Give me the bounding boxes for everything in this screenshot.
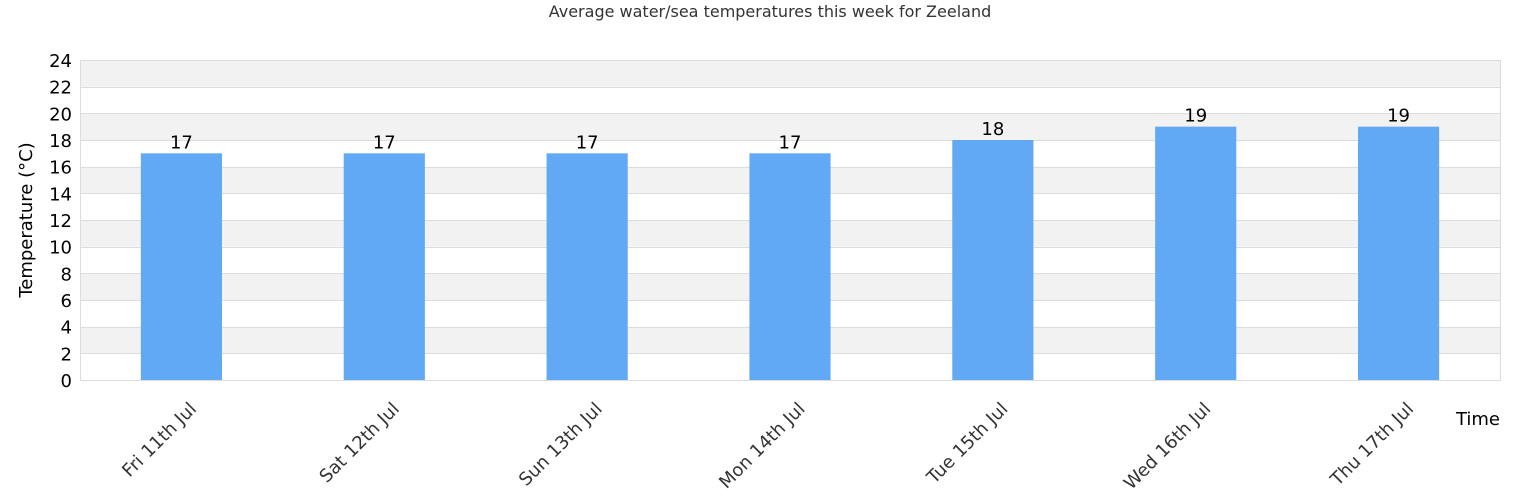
data-label: 19: [1387, 106, 1410, 127]
y-tick-label: 8: [61, 264, 72, 285]
bar: [140, 153, 222, 380]
y-tick-label: 14: [49, 184, 72, 205]
bar: [1155, 126, 1237, 381]
bar: [749, 153, 831, 380]
y-tick-label: 10: [49, 238, 72, 259]
bar: [546, 153, 628, 380]
x-axis-ticks: Fri 11th Jul Sat 12th Jul Sun 13th Jul Mon …: [118, 399, 1418, 494]
y-tick-label: 18: [49, 131, 72, 152]
x-tick-label: Sat 12th Jul: [315, 399, 403, 487]
x-tick-label: Fri 11th Jul: [118, 399, 201, 482]
y-tick-label: 2: [61, 344, 72, 365]
chart-title: Average water/sea temperatures this week…: [549, 2, 992, 21]
x-tick-label: Sun 13th Jul: [515, 399, 607, 491]
data-label: 19: [1184, 106, 1207, 127]
background-band: [80, 113, 1500, 140]
x-axis-label: Time: [1455, 409, 1500, 430]
x-tick-label: Thu 17th Jul: [1326, 399, 1418, 491]
y-tick-label: 20: [49, 104, 72, 125]
data-label: 17: [170, 132, 193, 153]
y-tick-label: 4: [61, 318, 72, 339]
data-labels: 17 17 17 17 18 19 19: [170, 106, 1410, 154]
background-band: [80, 86, 1500, 114]
y-tick-label: 0: [61, 371, 72, 392]
data-label: 17: [576, 132, 599, 153]
bars: [140, 126, 1440, 381]
y-tick-label: 6: [61, 291, 72, 312]
y-tick-label: 22: [49, 78, 72, 99]
data-label: 17: [779, 132, 802, 153]
plot-frame: [80, 60, 1501, 381]
bar: [343, 153, 425, 380]
x-tick-label: Mon 14th Jul: [715, 399, 809, 493]
x-tick-label: Tue 15th Jul: [922, 399, 1012, 489]
bar: [1358, 126, 1440, 381]
data-label: 17: [373, 132, 396, 153]
y-tick-label: 16: [49, 158, 72, 179]
bar: [952, 140, 1034, 380]
x-tick-label: Wed 16th Jul: [1120, 399, 1215, 494]
background-band: [80, 60, 1500, 87]
y-axis-label: Temperature (°C): [16, 142, 37, 298]
y-tick-label: 24: [49, 51, 72, 72]
data-label: 18: [981, 119, 1004, 140]
y-tick-label: 12: [49, 211, 72, 232]
